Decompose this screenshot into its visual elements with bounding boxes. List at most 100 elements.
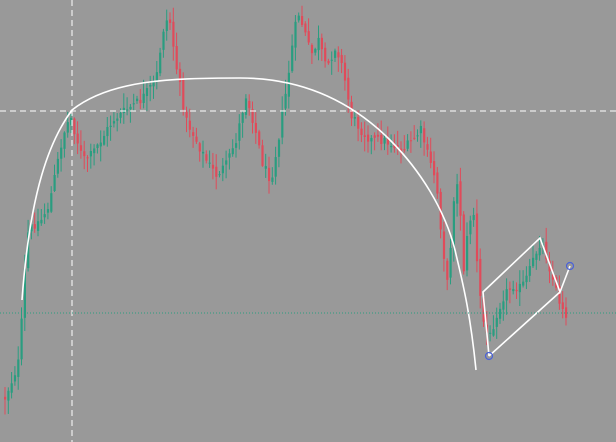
candle-bear <box>561 302 564 309</box>
candle-bull <box>116 118 119 121</box>
candle-bull <box>27 232 30 269</box>
candle-bear <box>343 62 347 81</box>
candle-bull <box>489 332 492 334</box>
candle-bull <box>56 158 59 174</box>
candle-bear <box>301 16 304 25</box>
candle-bull <box>525 275 528 283</box>
candle-bull <box>271 177 274 182</box>
candle-bear <box>337 52 340 58</box>
candle-bear <box>360 128 363 136</box>
candle-bull <box>37 221 40 231</box>
candle-bull <box>136 98 139 102</box>
candles-layer <box>4 5 568 415</box>
candle-bear <box>169 19 172 23</box>
candle-bear <box>508 288 512 290</box>
candle-bear <box>198 143 201 152</box>
candle-bull <box>106 127 109 137</box>
candle-bear <box>324 47 327 62</box>
candle-bull <box>30 224 33 232</box>
candle-bull <box>99 142 102 147</box>
candle-bull <box>528 266 531 276</box>
candle-bull <box>40 219 43 224</box>
candle-bear <box>192 132 195 136</box>
candle-bear <box>400 148 403 152</box>
channel-drawing[interactable] <box>482 236 571 357</box>
candle-bull <box>449 247 452 278</box>
arc-drawing[interactable] <box>21 77 477 371</box>
candle-bull <box>406 140 409 149</box>
candle-bull <box>469 220 472 235</box>
candle-bear <box>436 172 439 194</box>
candle-bull <box>274 157 277 177</box>
candle-bear <box>380 134 383 144</box>
candle-bull <box>50 193 53 212</box>
candle-bull <box>129 106 132 110</box>
candle-bull <box>46 209 50 213</box>
candle-bear <box>195 136 198 142</box>
candle-bear <box>363 135 366 137</box>
candle-bear <box>248 100 251 109</box>
candle-bear <box>86 157 89 159</box>
candle-bull <box>202 151 205 154</box>
candle-bull <box>20 318 23 360</box>
candle-bear <box>386 137 389 145</box>
candle-bear <box>442 231 446 259</box>
candle-bull <box>13 375 17 382</box>
candle-bull <box>89 150 92 157</box>
candle-bull <box>532 257 535 267</box>
candle-bear <box>367 134 370 142</box>
candle-bear <box>178 68 182 82</box>
candle-bull <box>23 268 26 318</box>
candle-bear <box>340 54 343 64</box>
candle-bull <box>495 317 498 327</box>
candle-bear <box>429 151 432 163</box>
candle-bull <box>353 117 356 119</box>
candle-bull <box>152 80 155 87</box>
candle-bear <box>482 297 485 322</box>
candle-bear <box>268 167 271 182</box>
candle-bear <box>188 120 191 130</box>
candle-bear <box>327 60 330 64</box>
candle-bear <box>403 149 406 151</box>
candle-bear <box>172 21 175 47</box>
candle-bull <box>218 174 221 176</box>
candle-bear <box>175 46 178 70</box>
candle-bear <box>545 241 548 260</box>
candle-bull <box>466 235 469 271</box>
candle-bear <box>251 109 254 123</box>
candle-bull <box>538 247 541 256</box>
candle-bull <box>112 121 116 124</box>
candle-bear <box>304 23 307 33</box>
candle-bull <box>294 21 297 48</box>
candle-bull <box>7 390 10 401</box>
candle-bull <box>63 132 66 149</box>
candle-bull <box>334 50 337 58</box>
anchor-handle[interactable] <box>565 261 575 271</box>
candle-bull <box>238 123 241 141</box>
candle-bull <box>416 135 419 137</box>
candle-bear <box>515 289 518 292</box>
candle-bear <box>182 79 185 110</box>
candle-bull <box>499 308 502 319</box>
candle-bear <box>347 77 350 100</box>
candle-bull <box>10 383 13 393</box>
candle-bull <box>518 283 521 293</box>
candle-bear <box>261 145 264 166</box>
candle-bull <box>330 59 333 61</box>
candle-bull <box>93 148 96 154</box>
candle-bull <box>522 281 525 286</box>
candle-bear <box>423 128 426 143</box>
candle-bull <box>122 107 125 114</box>
candle-bear <box>426 144 429 150</box>
candle-bear <box>413 137 416 139</box>
anchor-handle[interactable] <box>484 351 494 361</box>
candle-bear <box>446 260 449 280</box>
candle-bull <box>149 84 152 87</box>
candle-bear <box>211 164 215 169</box>
candle-bull <box>119 112 122 118</box>
candle-bear <box>254 122 257 133</box>
candle-bull <box>162 31 165 50</box>
candle-bull <box>145 88 149 97</box>
